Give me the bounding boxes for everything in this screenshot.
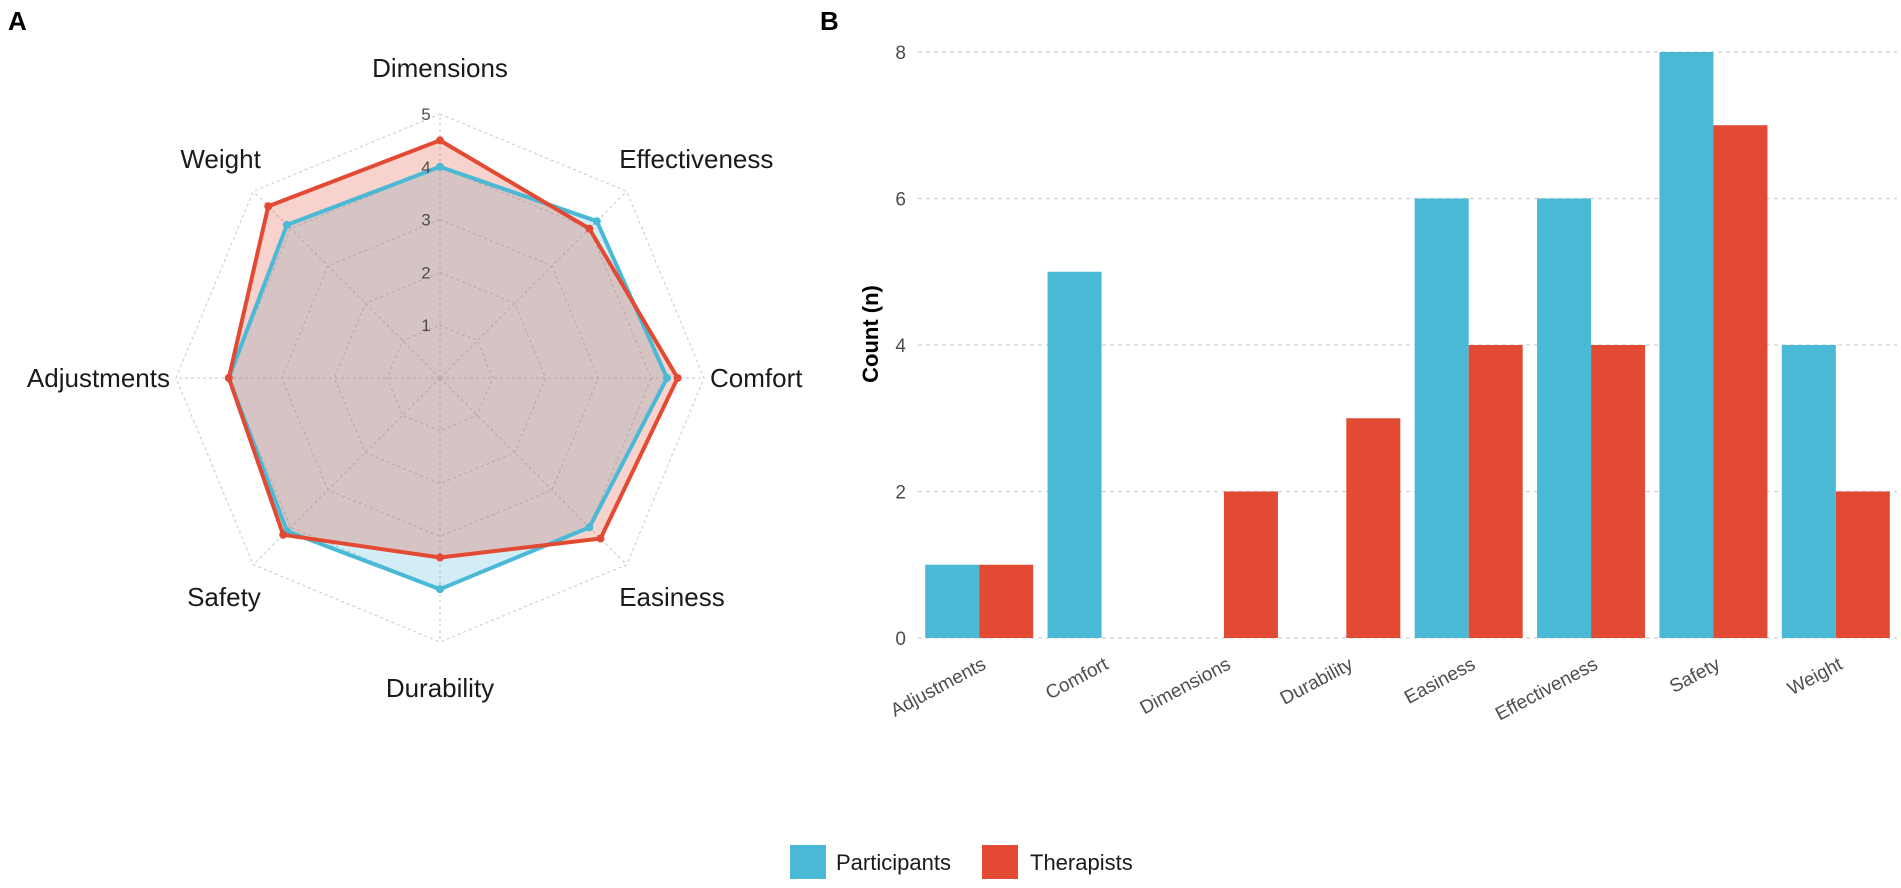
legend: Participants Therapists	[790, 845, 1133, 879]
bar-therapists-effectiveness	[1591, 344, 1646, 638]
radar-axis-label: Adjustments	[27, 363, 170, 393]
legend-label-participants: Participants	[836, 850, 951, 875]
radar-tick-label: 2	[421, 263, 430, 282]
legend-swatch-therapists	[982, 845, 1018, 879]
radar-axis-label: Easiness	[619, 582, 725, 612]
radar-spoke	[252, 377, 441, 566]
radar-axis-label: Durability	[386, 673, 494, 703]
bar-participants-adjustments	[925, 564, 980, 638]
bar-participants-weight	[1781, 344, 1836, 638]
radar-point-therapists	[436, 136, 444, 145]
radar-chart: 1 2 3 4 5 Dimensions Effectiveness Comfort Easin…	[27, 53, 803, 703]
radar-axis-label: Effectiveness	[619, 144, 773, 174]
radar-point-participants	[436, 162, 444, 171]
y-tick-label: 4	[895, 336, 906, 357]
legend-label-therapists: Therapists	[1030, 850, 1133, 875]
y-tick-label: 6	[895, 189, 906, 210]
x-tick-label: Effectiveness	[1492, 654, 1601, 725]
bar-therapists-dimensions	[1223, 491, 1278, 638]
bar-therapists-easiness	[1468, 344, 1523, 638]
radar-point-therapists	[585, 224, 594, 233]
radar-spoke	[439, 377, 628, 566]
radar-tick-label: 1	[421, 316, 430, 335]
radar-tick-label: 4	[421, 158, 430, 177]
radar-area-participants	[228, 166, 668, 590]
x-tick-label: Adjustments	[887, 654, 989, 722]
radar-point-therapists	[673, 374, 682, 382]
radar-tick-label: 3	[421, 211, 430, 230]
radar-point-therapists	[436, 553, 444, 562]
bar-participants-effectiveness	[1537, 198, 1592, 638]
radar-axis-label: Safety	[187, 582, 261, 612]
radar-axis-label: Dimensions	[372, 53, 508, 83]
radar-axis-label: Comfort	[710, 363, 803, 393]
x-tick-label: Easiness	[1401, 654, 1479, 709]
bar-participants-safety	[1659, 51, 1714, 639]
bar-participants-easiness	[1414, 198, 1469, 638]
y-axis-title: Count (n)	[858, 285, 883, 383]
radar-point-therapists	[224, 374, 233, 382]
radar-point-participants	[436, 585, 444, 594]
x-tick-label: Weight	[1784, 654, 1846, 700]
x-tick-label: Dimensions	[1137, 654, 1235, 719]
x-tick-label: Comfort	[1042, 654, 1112, 705]
bar-chart: 0 2 4 6 8 Adjustments Comfort Dimensions Durabil…	[858, 43, 1897, 725]
radar-point-participants	[592, 217, 601, 226]
radar-axis-label: Weight	[180, 144, 261, 174]
radar-point-therapists	[279, 530, 288, 539]
radar-point-participants	[282, 220, 291, 229]
radar-point-therapists	[264, 202, 273, 211]
bar-therapists-weight	[1835, 491, 1890, 638]
y-tick-label: 0	[895, 629, 906, 650]
legend-swatch-participants	[790, 845, 826, 879]
panel-letter-b: B	[820, 6, 839, 36]
y-tick-label: 8	[895, 43, 906, 64]
bar-participants-comfort	[1047, 271, 1102, 638]
radar-point-participants	[663, 374, 672, 382]
bar-therapists-adjustments	[979, 564, 1034, 638]
radar-spoke	[252, 190, 441, 379]
x-tick-label: Durability	[1277, 654, 1357, 710]
radar-point-therapists	[596, 534, 605, 543]
panel-letter-a: A	[8, 6, 27, 36]
y-tick-label: 2	[895, 482, 906, 503]
bar-therapists-safety	[1713, 125, 1768, 639]
bar-therapists-durability	[1346, 418, 1401, 638]
radar-area-therapists	[228, 140, 678, 558]
x-tick-label: Safety	[1666, 654, 1724, 698]
radar-point-participants	[585, 523, 594, 532]
radar-spoke	[439, 190, 628, 379]
radar-tick-label: 5	[421, 105, 430, 124]
